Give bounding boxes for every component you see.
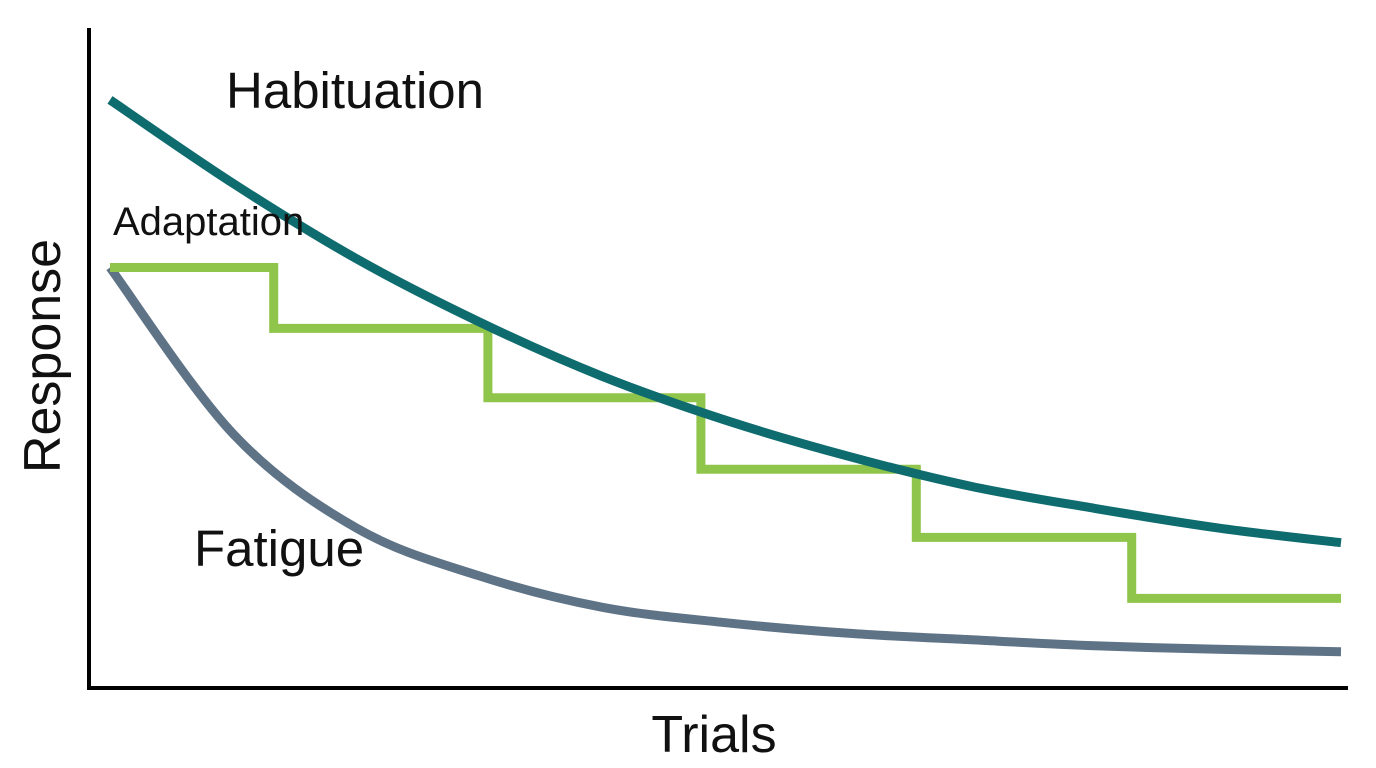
annotation-adaptation: Adaptation bbox=[113, 200, 304, 244]
annotation-habituation: Habituation bbox=[226, 62, 484, 119]
y-axis-label: Response bbox=[14, 239, 72, 473]
axes bbox=[87, 28, 1348, 690]
x-axis-label: Trials bbox=[651, 706, 776, 764]
series-line-fatigue bbox=[106, 264, 1342, 657]
annotation-fatigue: Fatigue bbox=[194, 520, 364, 577]
series-layer bbox=[106, 96, 1342, 657]
series-line-habituation bbox=[107, 96, 1342, 548]
series-line-adaptation bbox=[110, 263, 1341, 603]
